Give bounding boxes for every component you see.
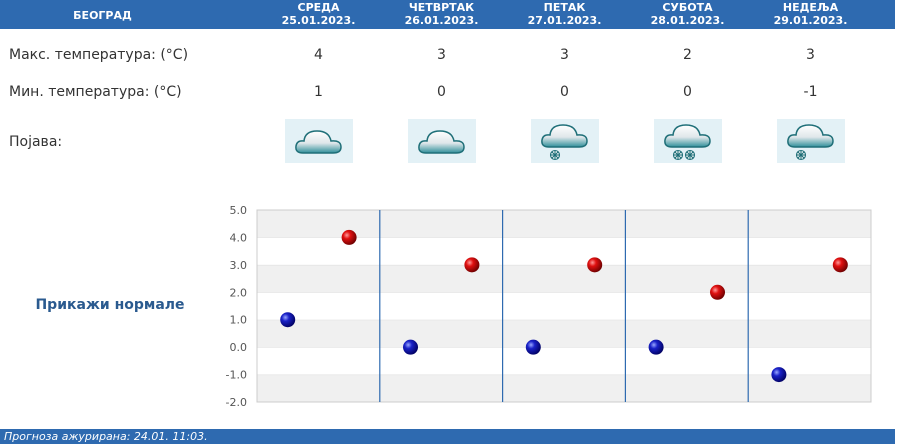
day-date: 26.01.2023. [404,14,479,27]
day-date: 29.01.2023. [773,14,848,27]
max-temp-point [587,257,603,273]
y-tick-label: -2.0 [226,396,247,408]
max-temp-point [710,284,725,300]
max-temp-point [341,229,357,245]
day-name: НЕДЕЉА [782,1,839,14]
max-temp-label: Макс. температура: (°C) [9,47,189,63]
min-temp-point [771,367,787,383]
y-tick-label: 5.0 [230,204,248,217]
min-temp-point [280,312,296,328]
day-header-3: ПЕТАК 27.01.2023. [503,1,626,27]
max-temp-value: 2 [683,47,692,63]
day-header-5: НЕДЕЉА 29.01.2023. [749,1,872,27]
max-temp-point [464,257,480,273]
min-temp-value: 1 [314,84,323,100]
forecast-footer: Прогноза ажурирана: 24.01. 11:03. [0,429,895,444]
day-name: СРЕДА [297,1,340,14]
grid-band [257,292,871,320]
day-date: 25.01.2023. [281,14,356,27]
max-temp-value: 3 [437,47,446,63]
day-header-2: ЧЕТВРТАК 26.01.2023. [380,1,503,27]
day-name: ПЕТАК [543,1,586,14]
cloud-snow-icon [777,119,845,163]
day-name: СУБОТА [662,1,713,14]
min-temp-value: -1 [803,84,818,100]
day-header-4: СУБОТА 28.01.2023. [626,1,749,27]
y-tick-label: 0.0 [230,341,248,354]
grid-band [257,264,871,293]
y-tick-label: 2.0 [230,286,248,299]
cloud-snow-icon [531,119,599,163]
day-date: 27.01.2023. [527,14,602,27]
y-tick-label: 4.0 [230,231,248,244]
cloud-icon [408,119,476,163]
city-name: БЕОГРАД [73,9,132,22]
cloud-icon [285,119,353,163]
y-tick-label: 3.0 [230,259,248,272]
grid-band [257,319,871,348]
temperature-chart: 5.0 4.0 3.0 2.0 1.0 0.0 -1.0 -2.0 [226,204,872,408]
grid-band [257,374,871,402]
min-temp-value: 0 [683,84,692,100]
grid-band [257,347,871,375]
update-timestamp: Прогноза ажурирана: 24.01. 11:03. [4,430,208,443]
forecast-header: БЕОГРАД СРЕДА 25.01.2023. ЧЕТВРТАК 26.01… [0,0,895,29]
show-normals-link[interactable]: Прикажи нормале [35,297,185,313]
min-temp-label: Мин. температура: (°C) [9,84,182,100]
grid-band [257,237,871,265]
max-temp-value: 4 [314,47,323,63]
y-tick-label: 1.0 [230,314,248,327]
min-temp-value: 0 [560,84,569,100]
max-temp-point [832,257,848,273]
min-temp-point [648,339,664,355]
plot-area-border [256,209,872,403]
phenomenon-label: Појава: [9,134,63,150]
max-temp-value: 3 [560,47,569,63]
day-date: 28.01.2023. [650,14,725,27]
y-tick-label: -1.0 [226,369,247,382]
min-temp-point [403,339,418,355]
day-name: ЧЕТВРТАК [408,1,475,14]
min-temp-value: 0 [437,84,446,100]
day-header-1: СРЕДА 25.01.2023. [257,1,380,27]
cloud-snow-heavy-icon [654,119,722,163]
grid-band [257,210,871,238]
min-temp-point [525,339,541,355]
max-temp-value: 3 [806,47,815,63]
